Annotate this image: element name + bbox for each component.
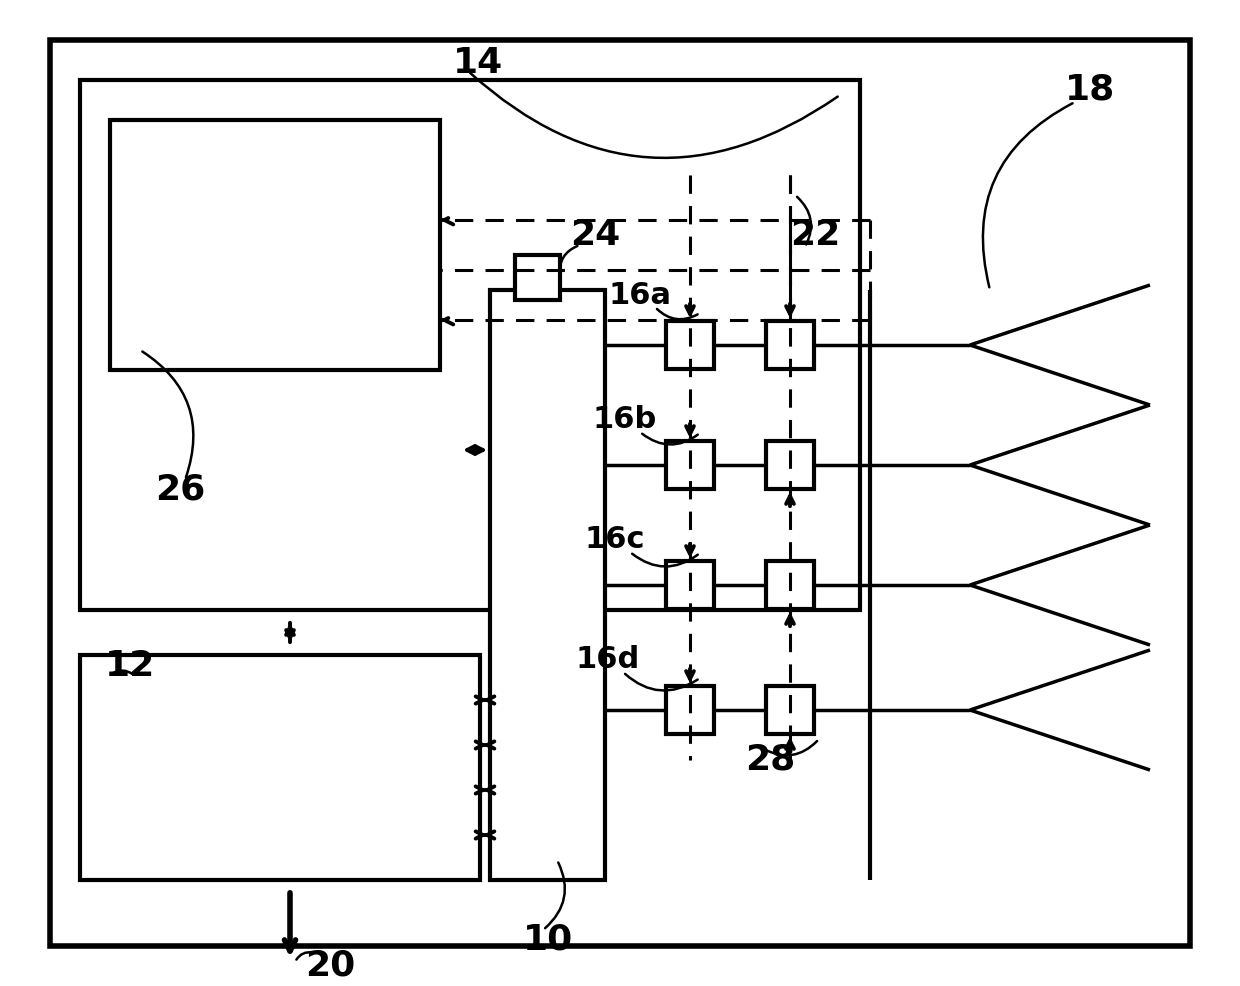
Bar <box>515 255 560 300</box>
Bar <box>81 80 861 610</box>
Text: 22: 22 <box>790 218 841 252</box>
Text: 18: 18 <box>1065 73 1115 107</box>
Bar <box>490 290 605 880</box>
Text: 24: 24 <box>570 218 620 252</box>
Text: 12: 12 <box>105 649 155 683</box>
Text: 10: 10 <box>523 923 573 957</box>
Bar <box>666 686 714 734</box>
Bar <box>766 686 813 734</box>
Text: 16a: 16a <box>609 280 672 310</box>
Text: 16b: 16b <box>593 405 657 435</box>
Text: 28: 28 <box>745 743 795 777</box>
Bar <box>81 655 480 880</box>
Bar <box>766 441 813 489</box>
Text: 20: 20 <box>305 948 355 982</box>
Bar <box>666 561 714 609</box>
Text: 26: 26 <box>155 473 205 507</box>
Bar <box>666 321 714 369</box>
Bar <box>110 120 440 370</box>
Text: 16d: 16d <box>575 646 640 674</box>
Bar <box>766 561 813 609</box>
Text: 16c: 16c <box>585 526 645 554</box>
Text: 14: 14 <box>453 46 503 80</box>
Bar <box>766 321 813 369</box>
Bar <box>666 441 714 489</box>
